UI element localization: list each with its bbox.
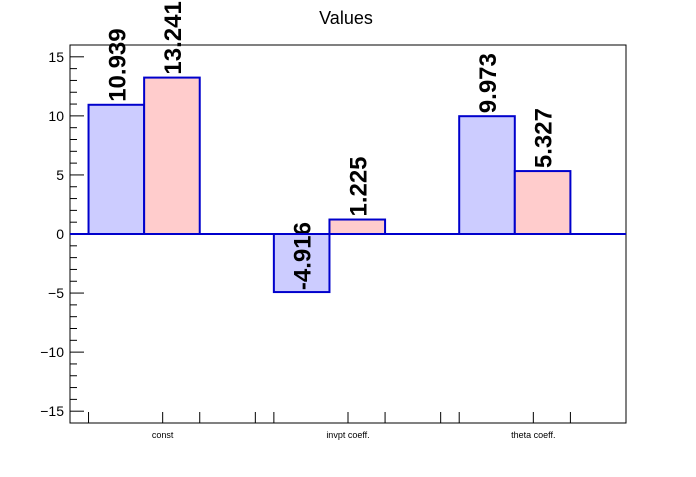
bar	[87, 103, 146, 235]
bar-value-label: 13.241	[160, 1, 187, 74]
y-tick-label: 10	[48, 108, 64, 124]
x-category-label: invpt coeff.	[326, 430, 369, 440]
bar	[328, 218, 387, 236]
bar-value-label: 9.973	[475, 53, 502, 113]
y-tick-label: 5	[56, 167, 64, 183]
y-tick-label: −10	[40, 344, 64, 360]
x-category-label: theta coeff.	[511, 430, 555, 440]
y-tick-label: −15	[40, 403, 64, 419]
plot-area: −15 −10 −5 0 5 10 15 10.939 -4.916 9.973 13.241 1.2…	[40, 1, 627, 440]
x-category-label: const	[152, 430, 174, 440]
bar	[513, 170, 572, 235]
y-tick-label: 15	[48, 49, 64, 65]
y-tick-label: 0	[56, 226, 64, 242]
bar	[458, 115, 516, 235]
bar	[272, 233, 331, 294]
bar-value-label: 5.327	[531, 108, 558, 168]
chart-title: Values	[319, 8, 373, 28]
bar-value-label: -4.916	[290, 222, 317, 290]
bar	[143, 76, 201, 236]
y-tick-label: −5	[48, 285, 64, 301]
bar-value-label: 10.939	[104, 28, 131, 101]
bar-value-label: 1.225	[345, 156, 372, 216]
